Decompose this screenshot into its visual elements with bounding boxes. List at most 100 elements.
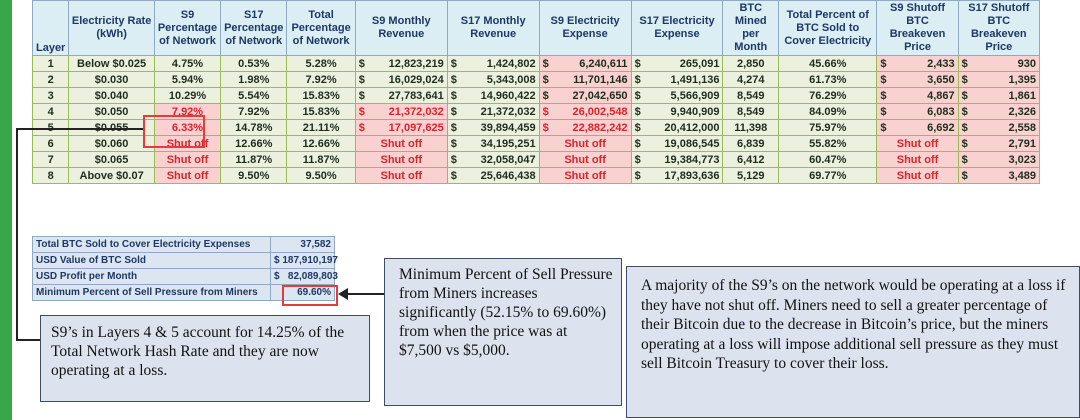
currency-symbol: $ xyxy=(634,73,641,86)
table-cell-rate: $0.050 xyxy=(68,103,155,120)
summary-row: USD Value of BTC Sold $ 187,910,197 xyxy=(32,252,338,269)
currency-symbol: $ xyxy=(880,89,887,102)
cell-value: 2,433 xyxy=(927,57,955,70)
layers-4-5-highlight-box xyxy=(143,115,205,148)
table-cell-s9-rev: $21,372,032 xyxy=(354,103,448,120)
currency-symbol: $ xyxy=(880,73,887,86)
currency-symbol: $ xyxy=(450,153,457,166)
currency-symbol: $ xyxy=(450,73,457,86)
table-cell-s17-rev: $1,424,802 xyxy=(446,55,540,72)
col-header-s17-revenue: S17 Monthly Revenue xyxy=(446,0,540,56)
currency-symbol: $ xyxy=(358,57,365,70)
currency-symbol: $ xyxy=(880,57,887,70)
table-row: 3 $0.040 10.29% 5.54% 15.83% $27,783,641 $14,9… xyxy=(31,87,1041,104)
summary-label: Total BTC Sold to Cover Electricity Expe… xyxy=(32,236,271,253)
cell-value: 3,023 xyxy=(1008,153,1036,166)
cell-value: 21,372,032 xyxy=(480,105,536,118)
table-cell-total-pct: 15.83% xyxy=(286,103,356,120)
callout-layers-text: S9’s in Layers 4 & 5 account for 14.25% … xyxy=(51,324,345,379)
currency-symbol: $ xyxy=(634,89,641,102)
cell-value: 5,566,909 xyxy=(670,89,720,102)
table-cell-total-pct: 15.83% xyxy=(286,87,356,104)
col-header-s17-percentage: S17 Percentage of Network xyxy=(220,0,288,56)
currency-symbol: $ xyxy=(450,105,457,118)
table-cell-sold-pct: 60.47% xyxy=(778,151,878,168)
currency-symbol: $ xyxy=(450,121,457,134)
table-cell-s9-exp: $26,002,548 xyxy=(538,103,632,120)
currency-symbol: $ xyxy=(542,121,549,134)
cell-value: 19,384,773 xyxy=(664,153,720,166)
table-cell-s9-exp: Shut off xyxy=(538,135,632,152)
table-cell-btc: 11,398 xyxy=(722,119,780,136)
table-cell-s17-pct: 5.54% xyxy=(220,87,288,104)
summary-value: $ 187,910,197 xyxy=(270,252,338,269)
cell-value: 12,823,219 xyxy=(388,57,444,70)
table-cell-s17-pct: 0.53% xyxy=(220,55,288,72)
summary-value: 37,582 xyxy=(270,236,335,253)
table-cell-s17-be: $3,489 xyxy=(957,167,1041,184)
table-cell-total-pct: 9.50% xyxy=(286,167,356,184)
table-row: 6 $0.060 Shut off 12.66% 12.66% Shut off $34,1… xyxy=(31,135,1041,152)
cell-value: 1,395 xyxy=(1008,73,1036,86)
currency-symbol: $ xyxy=(880,121,887,134)
currency-symbol: $ xyxy=(634,121,641,134)
table-cell-s17-rev: $39,894,459 xyxy=(446,119,540,136)
table-header-row: Layer Electricity Rate (kWh) S9 Percenta… xyxy=(31,0,1041,56)
table-cell-s9-rev: $27,783,641 xyxy=(354,87,448,104)
cell-value: 20,412,000 xyxy=(664,121,720,134)
cell-value: 21,372,032 xyxy=(388,105,444,118)
table-cell-btc: 6,839 xyxy=(722,135,780,152)
table-row: 1 Below $0.025 4.75% 0.53% 5.28% $12,823,219 $… xyxy=(31,55,1041,72)
cell-value: 4,867 xyxy=(927,89,955,102)
cell-value: 6,692 xyxy=(927,121,955,134)
currency-symbol: $ xyxy=(634,105,641,118)
summary-label: USD Profit per Month xyxy=(32,268,271,285)
table-cell-layer: 8 xyxy=(31,167,70,184)
table-cell-layer: 2 xyxy=(31,71,70,88)
currency-symbol: $ xyxy=(450,137,457,150)
table-cell-rate: Above $0.07 xyxy=(68,167,155,184)
col-header-s9-expense: S9 Electricity Expense xyxy=(538,0,632,56)
table-cell-s9-be: Shut off xyxy=(876,135,959,152)
cell-value: 27,042,650 xyxy=(572,89,628,102)
cell-value: 5,343,008 xyxy=(486,73,536,86)
cell-value: 9,940,909 xyxy=(670,105,720,118)
table-cell-s9-exp: Shut off xyxy=(538,167,632,184)
table-cell-s17-exp: $17,893,636 xyxy=(630,167,724,184)
currency-symbol: $ xyxy=(358,73,365,86)
table-cell-s17-pct: 14.78% xyxy=(220,119,288,136)
table-cell-s9-exp: $6,240,611 xyxy=(538,55,632,72)
table-cell-rate: $0.065 xyxy=(68,151,155,168)
summary-row: Minimum Percent of Sell Pressure from Mi… xyxy=(32,284,335,301)
table-cell-total-pct: 5.28% xyxy=(286,55,356,72)
table-cell-s17-be: $1,861 xyxy=(957,87,1041,104)
table-cell-btc: 6,412 xyxy=(722,151,780,168)
callout-sell-pressure: Minimum Percent of Sell Pressure from Mi… xyxy=(384,258,622,406)
currency-symbol: $ xyxy=(450,57,457,70)
table-cell-total-pct: 7.92% xyxy=(286,71,356,88)
table-cell-s9-rev: Shut off xyxy=(354,167,448,184)
currency-symbol: $ xyxy=(961,121,968,134)
table-cell-layer: 7 xyxy=(31,151,70,168)
col-header-electricity-rate: Electricity Rate (kWh) xyxy=(68,0,155,56)
currency-symbol: $ xyxy=(634,169,641,182)
table-cell-s17-be: $1,395 xyxy=(957,71,1041,88)
col-header-total-percentage: Total Percentage of Network xyxy=(286,0,356,56)
table-cell-rate: Below $0.025 xyxy=(68,55,155,72)
table-cell-s9-be: $2,433 xyxy=(876,55,959,72)
cell-value: 2,326 xyxy=(1008,105,1036,118)
currency-symbol: $ xyxy=(358,89,365,102)
cell-value: 1,861 xyxy=(1008,89,1036,102)
currency-symbol: $ xyxy=(542,89,549,102)
table-cell-s9-be: $6,083 xyxy=(876,103,959,120)
cell-value: 22,882,242 xyxy=(572,121,628,134)
table-cell-sold-pct: 76.29% xyxy=(778,87,878,104)
col-header-s9-percentage: S9 Percentage of Network xyxy=(153,0,222,56)
table-row: 5$0.0556.33%14.78%21.11%$17,097,625$39,8… xyxy=(31,119,1041,136)
table-cell-s17-be: $2,326 xyxy=(957,103,1041,120)
table-cell-rate: $0.060 xyxy=(68,135,155,152)
table-cell-layer: 3 xyxy=(31,87,70,104)
table-cell-s17-pct: 11.87% xyxy=(220,151,288,168)
currency-symbol: $ xyxy=(961,137,968,150)
table-cell-s17-exp: $19,384,773 xyxy=(630,151,724,168)
